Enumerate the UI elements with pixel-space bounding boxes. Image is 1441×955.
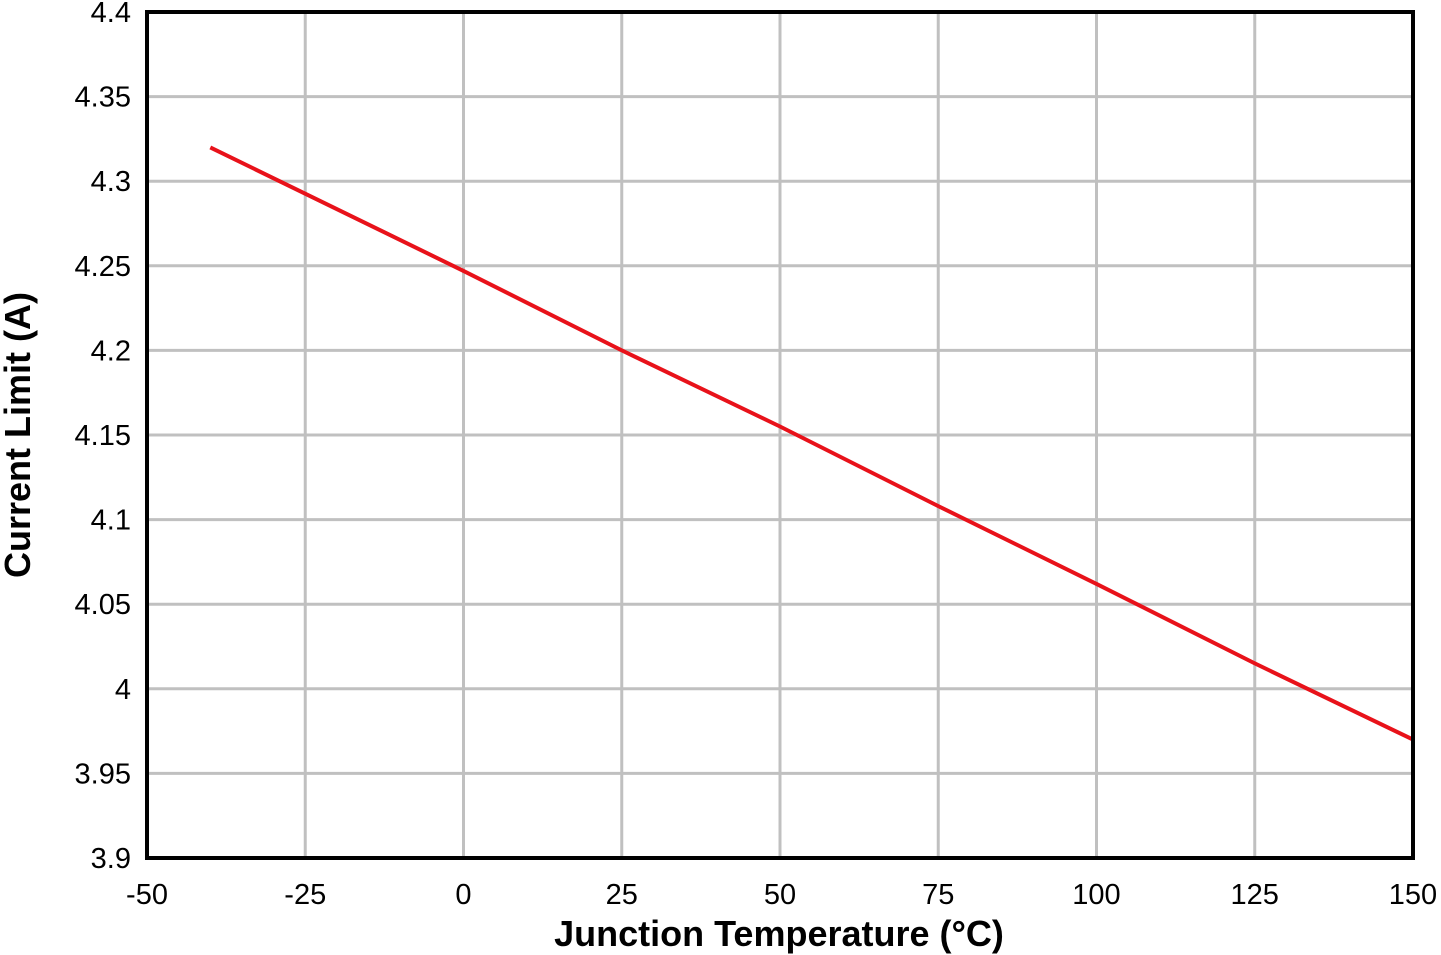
- y-tick-label: 4: [115, 674, 131, 706]
- x-tick-label: 150: [1389, 879, 1437, 911]
- y-tick-label: 3.9: [91, 843, 131, 875]
- grid-lines: [145, 10, 1415, 860]
- x-tick-label: -50: [126, 879, 168, 911]
- y-tick-label: 4.05: [75, 589, 131, 621]
- x-tick-label: 75: [922, 879, 954, 911]
- x-tick-labels: -50 -25 0 25 50 75 100 125 150: [126, 879, 1437, 911]
- y-tick-label: 4.4: [91, 0, 131, 29]
- x-tick-label: 25: [606, 879, 638, 911]
- x-tick-label: 100: [1072, 879, 1120, 911]
- x-axis-title: Junction Temperature (°C): [554, 913, 1004, 954]
- y-tick-label: 4.15: [75, 420, 131, 452]
- x-tick-label: 125: [1231, 879, 1279, 911]
- y-tick-label: 4.35: [75, 82, 131, 114]
- x-tick-label: 0: [455, 879, 471, 911]
- y-tick-labels: 3.9 3.95 4 4.05 4.1 4.15 4.2 4.25 4.3 4.35 4.4: [75, 0, 131, 875]
- x-tick-label: -25: [284, 879, 326, 911]
- series-layer: [209, 145, 1414, 742]
- y-axis-title: Current Limit (A): [0, 292, 38, 578]
- plot-frame: [145, 10, 1415, 860]
- y-tick-label: 4.25: [75, 251, 131, 283]
- x-tick-label: 50: [764, 879, 796, 911]
- y-tick-label: 3.95: [75, 758, 131, 790]
- y-tick-label: 4.2: [91, 335, 131, 367]
- series-line: [209, 145, 1414, 742]
- y-tick-label: 4.1: [91, 505, 131, 537]
- y-tick-label: 4.3: [91, 166, 131, 198]
